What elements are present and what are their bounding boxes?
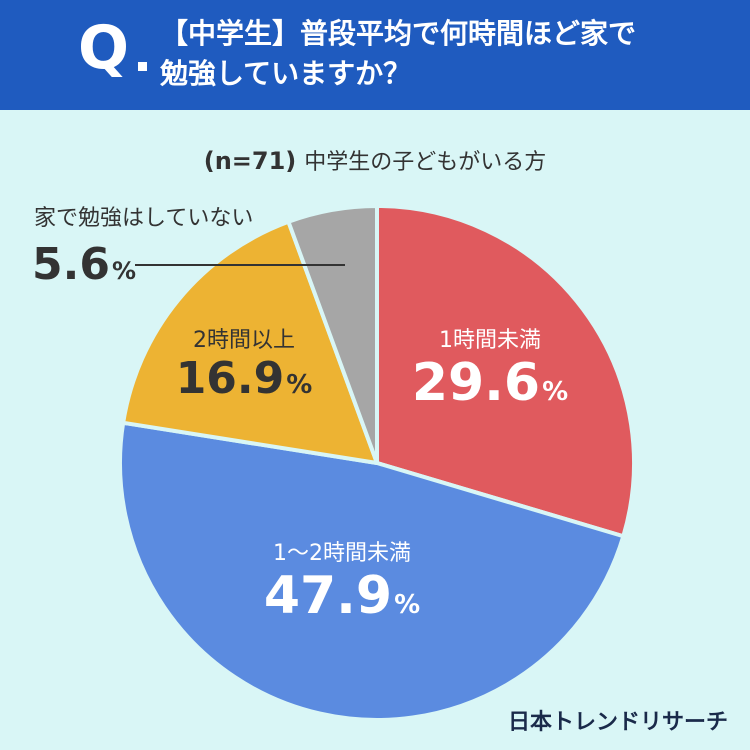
slice-value-2h-plus: 16.9% [175,353,313,404]
slice-category-no-study: 家で勉強はしていない [34,206,254,231]
brand-logo: 日本トレンドリサーチ [507,710,728,735]
slice-value-no-study: 5.6% [32,239,136,290]
slice-label-1-2h: 1〜2時間未満 47.9% [264,535,420,627]
sample-description: 中学生の子どもがいる方 [304,150,547,175]
pie-slice-1-2h [118,420,626,722]
slice-value-under-1h: 29.6% [411,353,569,413]
q-dot [138,62,147,71]
slice-category-2h-plus: 2時間以上 [193,328,295,353]
slice-value-1-2h: 47.9% [263,566,421,626]
q-mark: Q [78,13,130,83]
question-title-line1: 【中学生】普段平均で何時間ほど家で [160,17,637,50]
pie-slice-2h-plus [121,219,379,465]
question-title-line2: 勉強していますか？ [160,57,412,90]
sample-size: (n=71) [203,147,297,175]
pie-slice-no-study [286,204,379,465]
slice-category-under-1h: 1時間未満 [439,328,541,353]
sample-note: (n=71) 中学生の子どもがいる方 [0,144,750,176]
pie-slice-under-1h [375,204,636,539]
slice-label-2h-plus: 2時間以上 16.9% [176,322,313,405]
slice-category-1-2h: 1〜2時間未満 [273,541,411,566]
question-banner: Q 【中学生】普段平均で何時間ほど家で 勉強していますか？ [0,0,750,110]
slice-label-under-1h: 1時間未満 29.6% [412,322,568,414]
